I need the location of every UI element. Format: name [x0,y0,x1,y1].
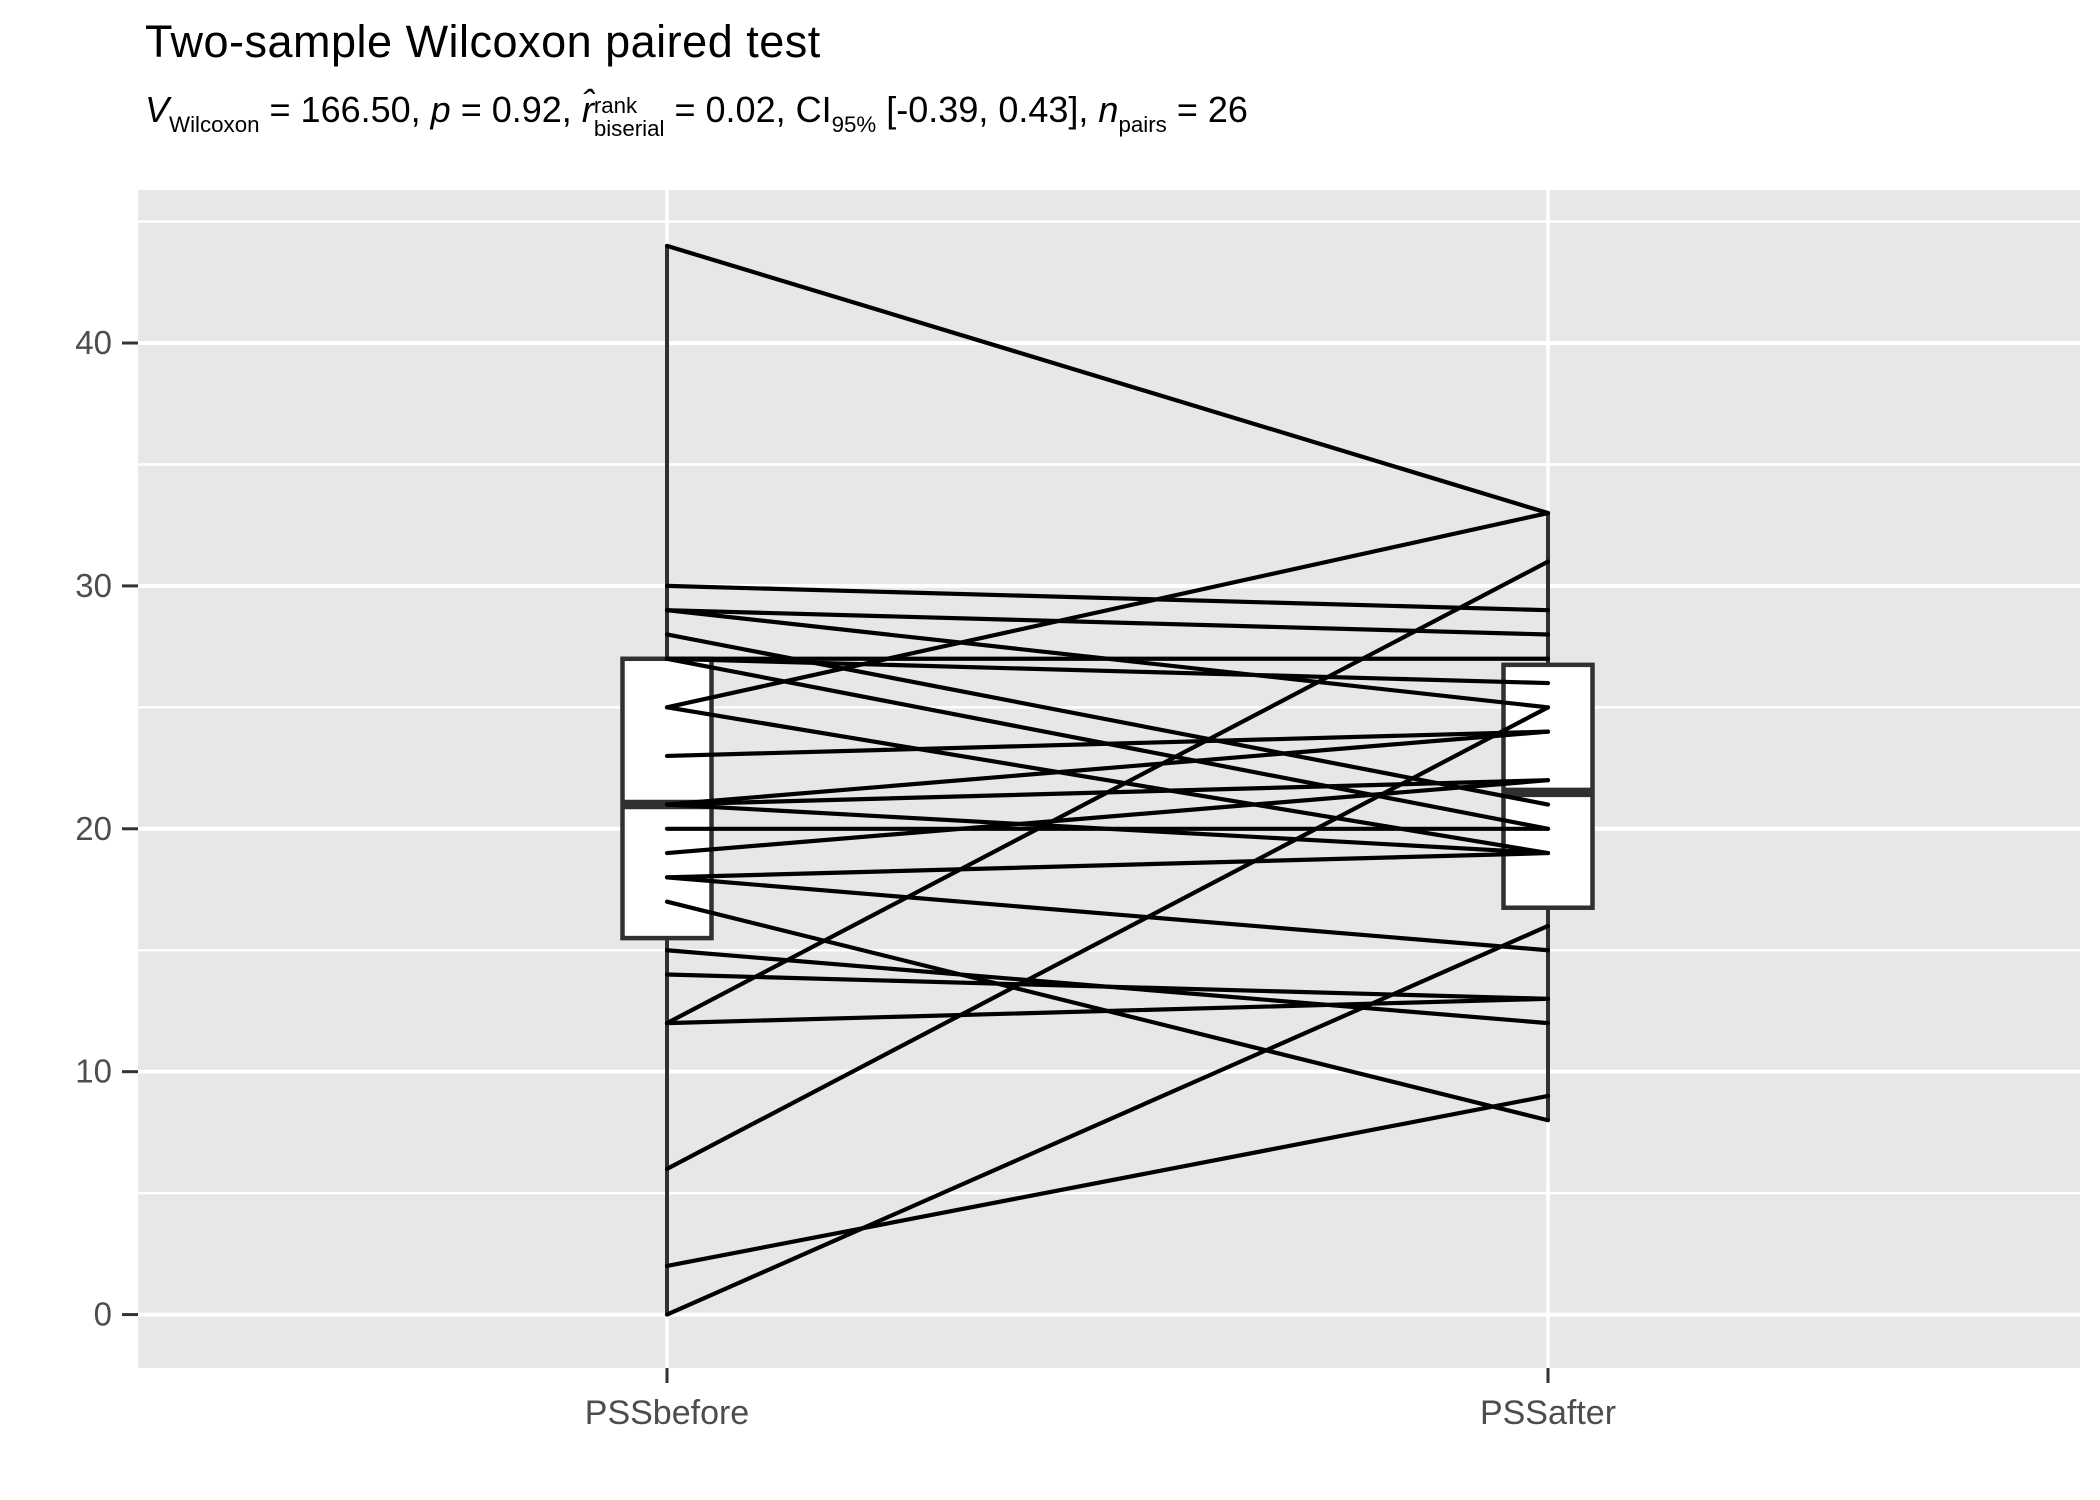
stat-r-superscript: rank [593,93,638,119]
pair-line [664,243,1551,516]
pair-line [664,850,1551,880]
pair-line [664,923,1551,1317]
pair-line [664,1093,1551,1269]
stat-r-subscript: biserial [593,115,665,141]
stat-ci-label: CI [795,89,832,130]
pair-line [664,729,1551,807]
pair-line [664,608,1551,637]
x-tick-label: PSSafter [1480,1394,1616,1432]
y-tick-label: 0 [94,1296,112,1333]
boxplot-box [1501,662,1595,910]
pair-line [664,972,1551,1001]
stat-p-letter: p [430,89,451,130]
x-tick-label: PSSbefore [585,1394,749,1432]
pair-line [664,996,1551,1026]
y-tick-label: 40 [75,324,112,361]
stat-n-value: = 26 [1166,89,1248,130]
plot-subtitle: VWilcoxon = 166.50, p = 0.92, r̂ rank bise… [145,84,1248,151]
stat-ci-subscript: 95% [831,112,877,138]
stat-v-subscript: Wilcoxon [169,112,260,138]
pair-line [664,583,1551,613]
plot-title: Two-sample Wilcoxon paired test [145,16,821,67]
stat-p-value: = 0.92, [450,89,582,130]
stat-v-letter: V [145,89,170,130]
y-tick-label: 10 [75,1053,112,1090]
stat-r-value: = 0.02, [664,89,796,130]
pair-line [664,729,1551,759]
stat-r-supsub: rank biserial [593,93,665,141]
y-tick-label: 20 [75,810,112,847]
pair-line [664,559,1551,1026]
stat-v-value: = 166.50, [259,89,431,130]
pair-line [664,656,1551,686]
stat-n-letter: n [1098,89,1119,130]
y-tick-label: 30 [75,567,112,604]
pair-line [664,705,1551,1171]
pair-line [664,510,1551,710]
stat-r-letter: r̂ [581,89,594,130]
stat-ci-value: [-0.39, 0.43], [876,89,1099,130]
pair-line [664,778,1551,856]
pair-line [664,875,1551,953]
stat-n-subscript: pairs [1118,112,1167,138]
